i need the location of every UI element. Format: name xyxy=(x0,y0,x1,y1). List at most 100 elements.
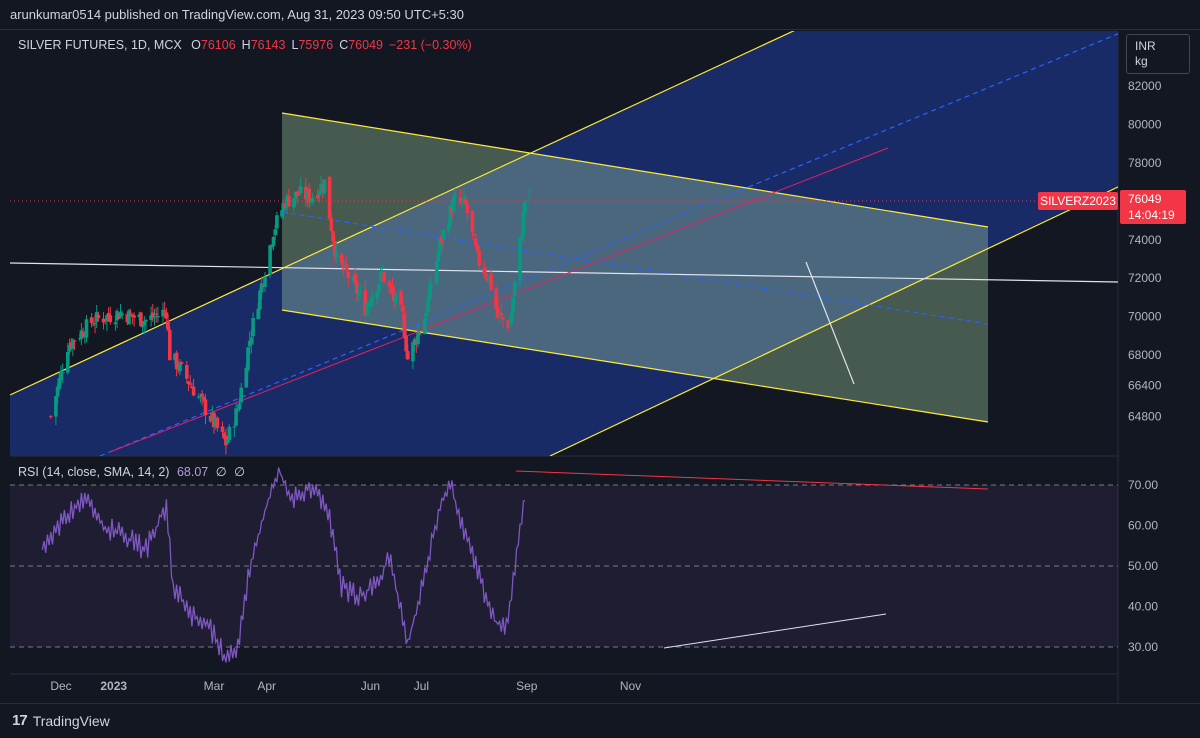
candle[interactable] xyxy=(275,211,279,236)
candle[interactable] xyxy=(60,363,65,383)
candle[interactable] xyxy=(394,293,398,310)
descending-channel-upper[interactable] xyxy=(281,112,989,228)
candle[interactable] xyxy=(186,380,191,392)
candle[interactable] xyxy=(472,232,476,236)
candle[interactable] xyxy=(151,304,155,322)
price-axis[interactable]: 8200080000780007600074000720007000068000… xyxy=(1128,79,1162,423)
price-pane[interactable] xyxy=(10,14,1130,456)
candle[interactable] xyxy=(406,344,410,361)
candle[interactable] xyxy=(441,228,446,248)
candle[interactable] xyxy=(251,312,255,345)
candle[interactable] xyxy=(375,290,379,305)
candle[interactable] xyxy=(108,306,113,325)
candle[interactable] xyxy=(140,324,145,334)
candle[interactable] xyxy=(152,308,157,326)
candle[interactable] xyxy=(356,285,361,303)
candle[interactable] xyxy=(451,190,456,213)
candle[interactable] xyxy=(416,325,420,348)
candle[interactable] xyxy=(91,317,96,326)
candle[interactable] xyxy=(144,318,148,331)
candle[interactable] xyxy=(509,309,514,326)
candle[interactable] xyxy=(263,272,267,293)
candle[interactable] xyxy=(465,199,470,223)
candle[interactable] xyxy=(513,280,517,302)
candle[interactable] xyxy=(346,268,351,287)
candle[interactable] xyxy=(287,188,291,207)
candle[interactable] xyxy=(423,312,427,335)
candle[interactable] xyxy=(417,331,422,337)
candle[interactable] xyxy=(511,292,515,314)
candle[interactable] xyxy=(72,339,77,351)
candle[interactable] xyxy=(458,189,463,206)
candle[interactable] xyxy=(128,308,133,315)
candle[interactable] xyxy=(370,290,374,308)
candle[interactable] xyxy=(310,192,315,205)
candle[interactable] xyxy=(259,276,264,300)
rsi-pane[interactable] xyxy=(10,467,1118,663)
candle[interactable] xyxy=(499,303,504,320)
candle[interactable] xyxy=(227,424,232,443)
candle[interactable] xyxy=(174,350,179,377)
candle[interactable] xyxy=(460,199,464,210)
candle[interactable] xyxy=(161,302,165,325)
candle[interactable] xyxy=(429,280,434,293)
candle[interactable] xyxy=(188,375,192,386)
ascending-channel-lower[interactable] xyxy=(549,186,1120,456)
tradingview-logo[interactable]: 17 TradingView xyxy=(12,712,110,729)
candle[interactable] xyxy=(156,306,160,323)
descending-channel-lower[interactable] xyxy=(281,309,989,423)
candle[interactable] xyxy=(523,200,527,223)
candle[interactable] xyxy=(295,191,300,204)
candle[interactable] xyxy=(501,316,505,328)
candle[interactable] xyxy=(132,312,136,327)
candle[interactable] xyxy=(402,305,407,339)
candle[interactable] xyxy=(215,416,220,432)
candle[interactable] xyxy=(234,403,238,427)
candle[interactable] xyxy=(344,256,349,274)
candle[interactable] xyxy=(332,234,337,263)
candle[interactable] xyxy=(154,307,158,323)
candle[interactable] xyxy=(334,242,339,264)
candle[interactable] xyxy=(411,340,415,370)
candle[interactable] xyxy=(49,414,53,419)
candle[interactable] xyxy=(399,288,403,306)
candle[interactable] xyxy=(448,202,453,227)
rsi-resistance-line[interactable] xyxy=(515,470,989,490)
candle[interactable] xyxy=(191,378,196,396)
candle[interactable] xyxy=(327,176,332,219)
rsi-support-line[interactable] xyxy=(663,613,887,649)
candle[interactable] xyxy=(355,275,359,302)
ascending-channel-midline[interactable] xyxy=(99,33,1120,456)
candles-group[interactable] xyxy=(49,175,530,455)
rsi-line[interactable] xyxy=(41,467,526,663)
candle[interactable] xyxy=(518,237,522,287)
candle[interactable] xyxy=(322,179,327,196)
chart-canvas[interactable]: 8200080000780007600074000720007000068000… xyxy=(0,0,1200,703)
candle[interactable] xyxy=(477,245,481,271)
candle[interactable] xyxy=(96,311,101,322)
candle[interactable] xyxy=(54,395,58,426)
candle[interactable] xyxy=(239,382,243,404)
candle[interactable] xyxy=(268,244,272,278)
candle[interactable] xyxy=(463,194,468,205)
trend-line-small[interactable] xyxy=(805,261,855,385)
candle[interactable] xyxy=(424,309,429,320)
candle[interactable] xyxy=(166,314,170,332)
candle[interactable] xyxy=(271,235,276,251)
candle[interactable] xyxy=(377,283,381,298)
rsi-axis[interactable]: 70.00 60.00 50.00 40.00 30.00 xyxy=(1128,478,1158,654)
candle[interactable] xyxy=(307,182,311,209)
candle[interactable] xyxy=(378,267,383,287)
candle[interactable] xyxy=(185,361,189,384)
time-axis[interactable]: Dec 2023 Mar Apr Jun Jul Sep Nov xyxy=(50,679,641,693)
candle[interactable] xyxy=(298,177,303,196)
ascending-channel-upper[interactable] xyxy=(10,14,830,396)
candle[interactable] xyxy=(434,259,439,285)
descending-channel-midline[interactable] xyxy=(281,211,989,325)
candle[interactable] xyxy=(81,327,85,338)
candle[interactable] xyxy=(179,361,184,366)
candle[interactable] xyxy=(59,365,63,385)
candle[interactable] xyxy=(168,326,172,361)
candle[interactable] xyxy=(203,393,208,425)
trend-line-white[interactable] xyxy=(10,262,1120,283)
